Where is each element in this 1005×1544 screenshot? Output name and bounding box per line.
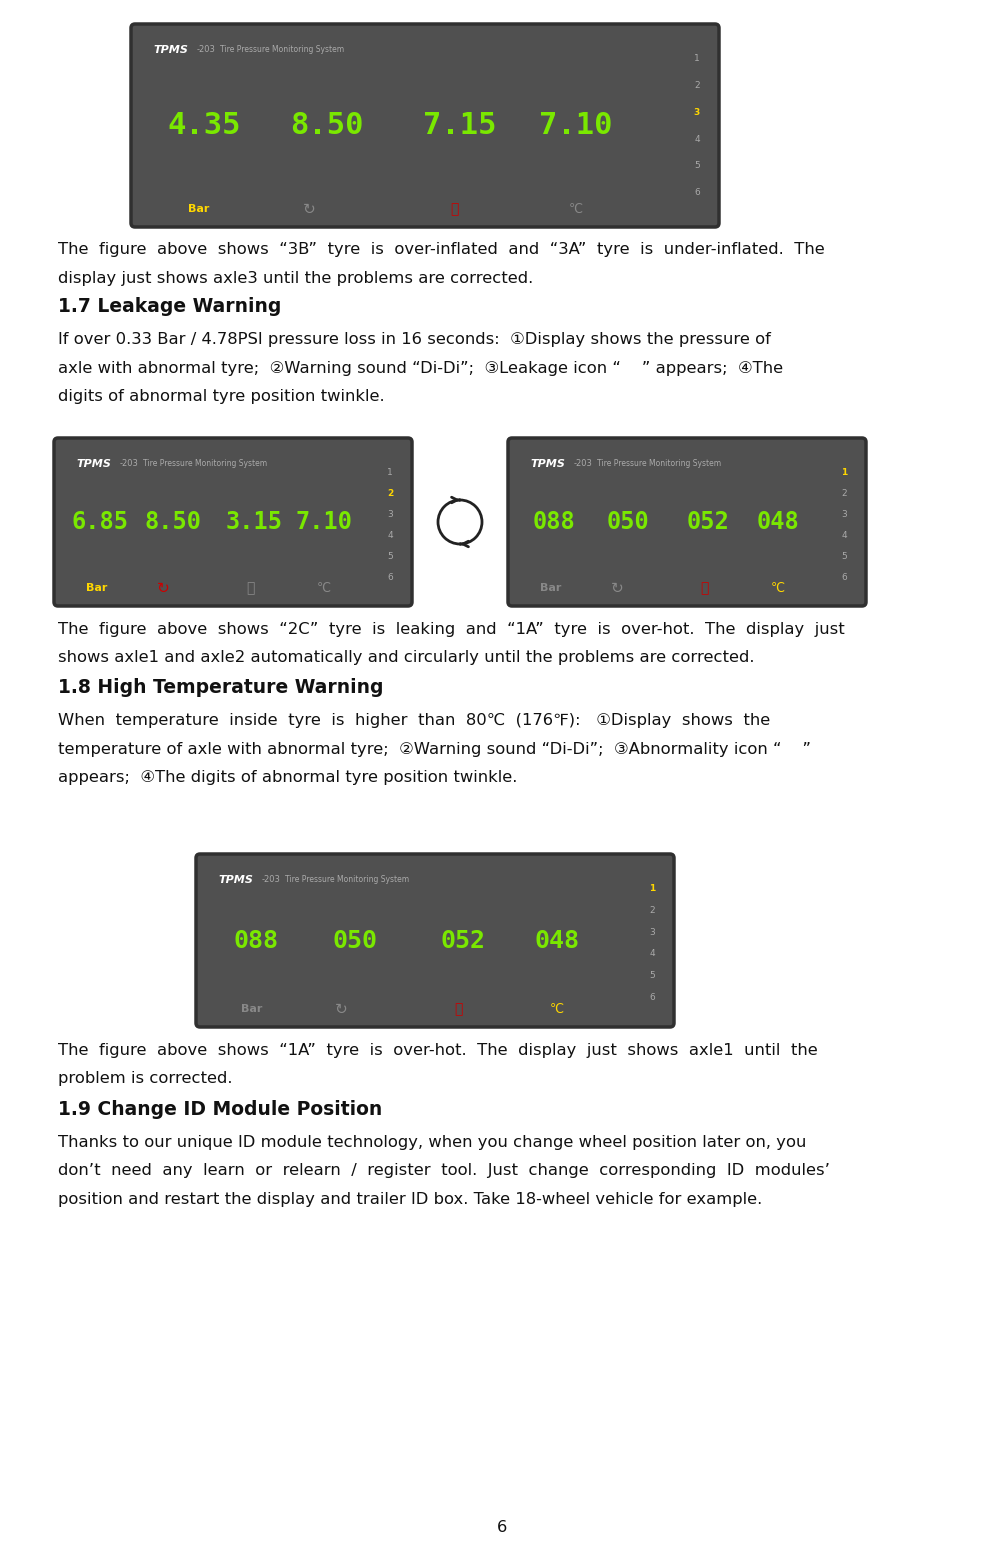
Text: 7.10: 7.10 <box>539 111 613 141</box>
Text: digits of abnormal tyre position twinkle.: digits of abnormal tyre position twinkle… <box>58 389 385 405</box>
Text: 3: 3 <box>841 510 847 519</box>
Text: 3: 3 <box>693 108 700 117</box>
Text: 3: 3 <box>649 928 655 937</box>
Text: Tire Pressure Monitoring System: Tire Pressure Monitoring System <box>143 460 267 468</box>
Text: 050: 050 <box>333 928 378 953</box>
Text: ⏻: ⏻ <box>454 1002 462 1016</box>
Text: 048: 048 <box>757 510 799 534</box>
Text: don’t  need  any  learn  or  relearn  /  register  tool.  Just  change  correspo: don’t need any learn or relearn / regist… <box>58 1164 830 1178</box>
Text: 7.10: 7.10 <box>295 510 353 534</box>
Text: 088: 088 <box>533 510 576 534</box>
Text: ⏻: ⏻ <box>450 202 458 216</box>
Text: The  figure  above  shows  “1A”  tyre  is  over-hot.  The  display  just  shows : The figure above shows “1A” tyre is over… <box>58 1044 818 1058</box>
Text: 1: 1 <box>841 468 847 477</box>
Text: 1.8 High Temperature Warning: 1.8 High Temperature Warning <box>58 678 384 696</box>
Text: Tire Pressure Monitoring System: Tire Pressure Monitoring System <box>220 45 344 54</box>
Text: 2: 2 <box>387 489 393 499</box>
Text: 1: 1 <box>649 885 655 892</box>
Text: 048: 048 <box>535 928 580 953</box>
Text: Tire Pressure Monitoring System: Tire Pressure Monitoring System <box>285 875 409 885</box>
Text: ⏻: ⏻ <box>246 581 254 594</box>
Text: Bar: Bar <box>241 1004 262 1014</box>
Text: 5: 5 <box>387 553 393 560</box>
FancyBboxPatch shape <box>196 854 674 1027</box>
FancyBboxPatch shape <box>131 25 719 227</box>
Text: ↻: ↻ <box>157 581 170 596</box>
Text: problem is corrected.: problem is corrected. <box>58 1072 232 1087</box>
Text: -203: -203 <box>197 45 216 54</box>
Text: 052: 052 <box>686 510 730 534</box>
Text: 5: 5 <box>841 553 847 560</box>
Text: TPMS: TPMS <box>218 875 253 885</box>
Text: When  temperature  inside  tyre  is  higher  than  80℃  (176℉):   ①Display  show: When temperature inside tyre is higher t… <box>58 713 770 729</box>
Text: ℃: ℃ <box>317 582 331 594</box>
Text: TPMS: TPMS <box>76 459 111 469</box>
Text: The  figure  above  shows  “3B”  tyre  is  over-inflated  and  “3A”  tyre  is  u: The figure above shows “3B” tyre is over… <box>58 242 825 256</box>
Text: 8.50: 8.50 <box>145 510 202 534</box>
Text: ⏻: ⏻ <box>700 581 709 594</box>
Text: 4: 4 <box>694 134 699 144</box>
Text: -203: -203 <box>574 460 593 468</box>
Text: TPMS: TPMS <box>530 459 565 469</box>
Text: If over 0.33 Bar / 4.78PSI pressure loss in 16 seconds:  ①Display shows the pres: If over 0.33 Bar / 4.78PSI pressure loss… <box>58 332 771 347</box>
Text: 1.9 Change ID Module Position: 1.9 Change ID Module Position <box>58 1099 382 1119</box>
Text: Thanks to our unique ID module technology, when you change wheel position later : Thanks to our unique ID module technolog… <box>58 1135 806 1150</box>
Text: 4: 4 <box>841 531 847 540</box>
Text: 088: 088 <box>234 928 279 953</box>
Text: 6: 6 <box>497 1519 508 1535</box>
Text: 2: 2 <box>694 80 699 90</box>
Text: TPMS: TPMS <box>153 45 188 56</box>
Text: 7.15: 7.15 <box>423 111 496 141</box>
Text: 1: 1 <box>387 468 393 477</box>
Text: -203: -203 <box>120 460 139 468</box>
Text: 3.15: 3.15 <box>225 510 282 534</box>
Text: 6: 6 <box>649 993 655 1002</box>
Text: ↻: ↻ <box>303 202 316 216</box>
Text: Bar: Bar <box>85 584 108 593</box>
Text: ℃: ℃ <box>771 582 785 594</box>
Text: 5: 5 <box>694 161 699 170</box>
Text: 4: 4 <box>387 531 393 540</box>
Text: 6: 6 <box>694 188 699 198</box>
Text: 4: 4 <box>649 950 655 959</box>
FancyBboxPatch shape <box>54 438 412 605</box>
Text: 8.50: 8.50 <box>289 111 363 141</box>
FancyBboxPatch shape <box>508 438 866 605</box>
Text: 4.35: 4.35 <box>168 111 241 141</box>
Text: ↻: ↻ <box>611 581 623 596</box>
Text: 5: 5 <box>649 971 655 980</box>
Text: ℃: ℃ <box>569 202 583 216</box>
Text: 2: 2 <box>841 489 847 499</box>
Text: 2: 2 <box>649 906 655 916</box>
Text: -203: -203 <box>262 875 280 885</box>
Text: The  figure  above  shows  “2C”  tyre  is  leaking  and  “1A”  tyre  is  over-ho: The figure above shows “2C” tyre is leak… <box>58 622 845 638</box>
Text: 3: 3 <box>387 510 393 519</box>
Text: position and restart the display and trailer ID box. Take 18-wheel vehicle for e: position and restart the display and tra… <box>58 1192 762 1207</box>
Text: temperature of axle with abnormal tyre;  ②Warning sound “Di-Di”;  ③Abnormality i: temperature of axle with abnormal tyre; … <box>58 741 811 757</box>
Text: display just shows axle3 until the problems are corrected.: display just shows axle3 until the probl… <box>58 270 534 286</box>
Text: appears;  ④The digits of abnormal tyre position twinkle.: appears; ④The digits of abnormal tyre po… <box>58 770 518 784</box>
Text: 6.85: 6.85 <box>71 510 129 534</box>
Text: ℃: ℃ <box>550 1002 564 1016</box>
Text: 052: 052 <box>441 928 485 953</box>
Text: Tire Pressure Monitoring System: Tire Pressure Monitoring System <box>597 460 722 468</box>
Text: 6: 6 <box>387 573 393 582</box>
Text: axle with abnormal tyre;  ②Warning sound “Di-Di”;  ③Leakage icon “    ” appears;: axle with abnormal tyre; ②Warning sound … <box>58 360 783 375</box>
Text: shows axle1 and axle2 automatically and circularly until the problems are correc: shows axle1 and axle2 automatically and … <box>58 650 755 665</box>
Text: 1: 1 <box>694 54 699 63</box>
Text: 050: 050 <box>606 510 649 534</box>
Text: ↻: ↻ <box>335 1002 348 1016</box>
Text: 1.7 Leakage Warning: 1.7 Leakage Warning <box>58 296 281 317</box>
Text: Bar: Bar <box>188 204 209 215</box>
Text: 6: 6 <box>841 573 847 582</box>
Text: Bar: Bar <box>540 584 561 593</box>
